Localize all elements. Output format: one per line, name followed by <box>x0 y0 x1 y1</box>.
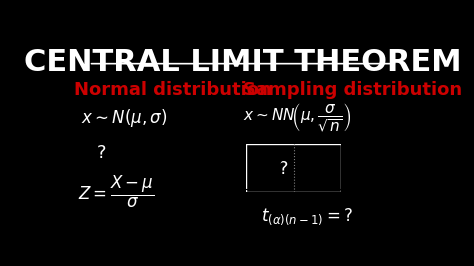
Text: Normal distribution: Normal distribution <box>74 81 272 99</box>
Text: CENTRAL LIMIT THEOREM: CENTRAL LIMIT THEOREM <box>24 48 462 77</box>
Text: $x{\sim}N(\mu,\sigma)$: $x{\sim}N(\mu,\sigma)$ <box>82 107 168 129</box>
Bar <box>246 144 341 192</box>
Text: $Z=\dfrac{X-\mu}{\sigma}$: $Z=\dfrac{X-\mu}{\sigma}$ <box>78 174 154 210</box>
Text: Sampling distribution: Sampling distribution <box>243 81 462 99</box>
Text: $x \sim NN\!\left(\mu,\dfrac{\sigma}{\sqrt{n}}\right)$: $x \sim NN\!\left(\mu,\dfrac{\sigma}{\sq… <box>243 102 352 134</box>
Text: $?$: $?$ <box>96 144 106 162</box>
Text: $t_{(\alpha)(n-1)}=?$: $t_{(\alpha)(n-1)}=?$ <box>261 206 353 227</box>
Text: $?$: $?$ <box>278 160 289 178</box>
